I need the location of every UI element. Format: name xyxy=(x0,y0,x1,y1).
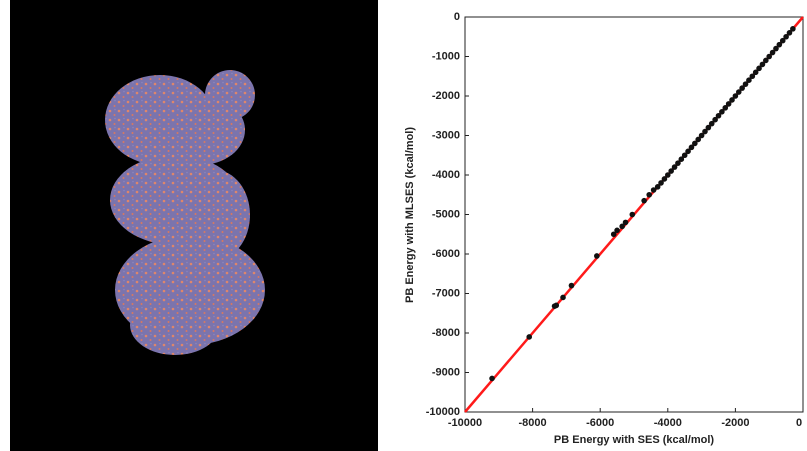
y-tick-label: -7000 xyxy=(432,287,460,299)
y-axis-label: PB Energy with MLSES (kcal/mol) xyxy=(404,127,416,303)
y-tick-label: -10000 xyxy=(426,406,460,418)
x-tick-label: -8000 xyxy=(519,417,547,429)
data-point xyxy=(614,228,620,234)
data-point xyxy=(623,220,629,226)
data-point xyxy=(526,334,532,340)
x-tick-label: -4000 xyxy=(654,417,682,429)
x-tick-label: -2000 xyxy=(721,417,749,429)
data-point xyxy=(560,295,566,301)
data-point xyxy=(790,26,796,32)
x-tick-label: -6000 xyxy=(586,417,614,429)
y-tick-label: 0 xyxy=(454,11,460,23)
molecule-surface xyxy=(105,70,265,355)
x-tick-label: 0 xyxy=(796,417,802,429)
data-point xyxy=(569,283,575,289)
y-tick-label: -9000 xyxy=(432,366,460,378)
data-point xyxy=(553,303,559,309)
data-point xyxy=(630,212,636,218)
y-tick-label: -8000 xyxy=(432,327,460,339)
y-tick-label: -2000 xyxy=(432,90,460,102)
data-point xyxy=(641,198,647,204)
y-tick-label: -5000 xyxy=(432,208,460,220)
y-tick-label: -4000 xyxy=(432,169,460,181)
y-tick-label: -3000 xyxy=(432,129,460,141)
data-point xyxy=(489,376,495,382)
y-tick-label: -1000 xyxy=(432,50,460,62)
y-tick-label: -6000 xyxy=(432,248,460,260)
figure: PB Energy with SES (kcal/mol) PB Energy … xyxy=(0,0,807,451)
data-point xyxy=(594,253,600,259)
data-point xyxy=(646,192,652,198)
x-tick-label: -10000 xyxy=(448,417,482,429)
x-axis-label: PB Energy with SES (kcal/mol) xyxy=(554,434,714,446)
